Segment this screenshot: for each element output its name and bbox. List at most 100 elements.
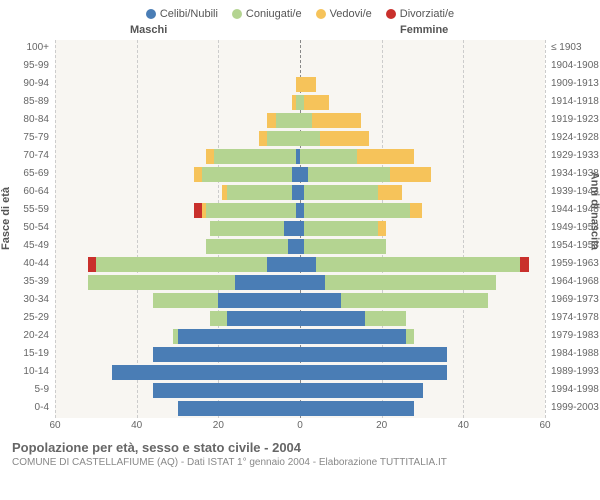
female-bar bbox=[300, 311, 545, 326]
bar-segment bbox=[267, 131, 300, 146]
bar-segment bbox=[304, 95, 329, 110]
age-label: 25-29 bbox=[5, 312, 55, 323]
x-axis: 6040200204060 bbox=[55, 420, 545, 434]
female-bar bbox=[300, 257, 545, 272]
male-bar bbox=[55, 203, 300, 218]
age-label: 35-39 bbox=[5, 276, 55, 287]
bar-segment bbox=[227, 185, 292, 200]
birth-year-label: 1989-1993 bbox=[545, 366, 600, 377]
legend-label: Coniugati/e bbox=[246, 8, 302, 20]
age-row: 15-191984-1988 bbox=[55, 346, 545, 364]
male-bar bbox=[55, 113, 300, 128]
male-bar bbox=[55, 131, 300, 146]
female-bar bbox=[300, 347, 545, 362]
bar-segment bbox=[178, 401, 301, 416]
birth-year-label: 1939-1943 bbox=[545, 186, 600, 197]
birth-year-label: 1934-1938 bbox=[545, 168, 600, 179]
bar-segment bbox=[520, 257, 528, 272]
age-label: 30-34 bbox=[5, 294, 55, 305]
age-row: 20-241979-1983 bbox=[55, 328, 545, 346]
male-bar bbox=[55, 239, 300, 254]
header-female: Femmine bbox=[400, 24, 448, 36]
bar-segment bbox=[304, 203, 410, 218]
birth-year-label: 1919-1923 bbox=[545, 114, 600, 125]
bar-segment bbox=[206, 149, 214, 164]
bar-segment bbox=[300, 311, 365, 326]
male-bar bbox=[55, 185, 300, 200]
age-label: 20-24 bbox=[5, 330, 55, 341]
bar-segment bbox=[308, 167, 390, 182]
legend-item: Coniugati/e bbox=[232, 8, 302, 20]
female-bar bbox=[300, 113, 545, 128]
age-label: 90-94 bbox=[5, 78, 55, 89]
female-bar bbox=[300, 149, 545, 164]
bar-segment bbox=[320, 131, 369, 146]
bar-segment bbox=[325, 275, 497, 290]
birth-year-label: 1949-1953 bbox=[545, 222, 600, 233]
age-label: 0-4 bbox=[5, 402, 55, 413]
bar-segment bbox=[390, 167, 431, 182]
bar-segment bbox=[276, 113, 301, 128]
bar-segment bbox=[259, 131, 267, 146]
legend: Celibi/Nubili Coniugati/e Vedovi/e Divorzia… bbox=[0, 0, 600, 24]
bar-segment bbox=[304, 239, 386, 254]
chart-subtitle: COMUNE DI CASTELLAFIUME (AQ) - Dati ISTA… bbox=[12, 457, 588, 468]
age-row: 40-441959-1963 bbox=[55, 256, 545, 274]
x-tick: 0 bbox=[297, 420, 303, 431]
birth-year-label: 1924-1928 bbox=[545, 132, 600, 143]
age-label: 60-64 bbox=[5, 186, 55, 197]
birth-year-label: 1969-1973 bbox=[545, 294, 600, 305]
bar-segment bbox=[300, 77, 316, 92]
birth-year-label: 1974-1978 bbox=[545, 312, 600, 323]
x-tick: 20 bbox=[213, 420, 224, 431]
bar-segment bbox=[206, 239, 288, 254]
female-bar bbox=[300, 239, 545, 254]
x-tick: 60 bbox=[49, 420, 60, 431]
bar-segment bbox=[235, 275, 300, 290]
age-row: 75-791924-1928 bbox=[55, 130, 545, 148]
female-bar bbox=[300, 131, 545, 146]
bar-segment bbox=[300, 347, 447, 362]
bar-segment bbox=[288, 239, 300, 254]
age-row: 95-991904-1908 bbox=[55, 58, 545, 76]
age-label: 70-74 bbox=[5, 150, 55, 161]
female-bar bbox=[300, 77, 545, 92]
birth-year-label: 1994-1998 bbox=[545, 384, 600, 395]
age-label: 65-69 bbox=[5, 168, 55, 179]
bar-segment bbox=[227, 311, 301, 326]
bar-segment bbox=[194, 203, 202, 218]
male-bar bbox=[55, 257, 300, 272]
bar-segment bbox=[96, 257, 268, 272]
age-row: 80-841919-1923 bbox=[55, 112, 545, 130]
bar-segment bbox=[378, 185, 403, 200]
bar-segment bbox=[153, 293, 218, 308]
age-row: 50-541949-1953 bbox=[55, 220, 545, 238]
female-bar bbox=[300, 383, 545, 398]
birth-year-label: 1954-1958 bbox=[545, 240, 600, 251]
female-bar bbox=[300, 167, 545, 182]
age-label: 100+ bbox=[5, 42, 55, 53]
bar-segment bbox=[300, 257, 316, 272]
age-row: 65-691934-1938 bbox=[55, 166, 545, 184]
bar-segment bbox=[292, 167, 300, 182]
bar-segment bbox=[300, 383, 423, 398]
population-pyramid-chart: Celibi/Nubili Coniugati/e Vedovi/e Divorzia… bbox=[0, 0, 600, 500]
bar-segment bbox=[267, 257, 300, 272]
plot-area: 100+≤ 190395-991904-190890-941909-191385… bbox=[55, 40, 545, 418]
birth-year-label: 1979-1983 bbox=[545, 330, 600, 341]
bar-segment bbox=[304, 185, 378, 200]
bar-segment bbox=[153, 347, 300, 362]
age-label: 75-79 bbox=[5, 132, 55, 143]
male-bar bbox=[55, 95, 300, 110]
bar-segment bbox=[218, 293, 300, 308]
legend-item: Celibi/Nubili bbox=[146, 8, 218, 20]
bar-segment bbox=[300, 329, 406, 344]
bar-segment bbox=[267, 113, 275, 128]
bar-segment bbox=[206, 203, 296, 218]
male-bar bbox=[55, 383, 300, 398]
chart-footer: Popolazione per età, sesso e stato civil… bbox=[0, 434, 600, 468]
bar-segment bbox=[300, 131, 320, 146]
legend-label: Divorziati/e bbox=[400, 8, 454, 20]
legend-label: Vedovi/e bbox=[330, 8, 372, 20]
legend-swatch bbox=[316, 9, 326, 19]
